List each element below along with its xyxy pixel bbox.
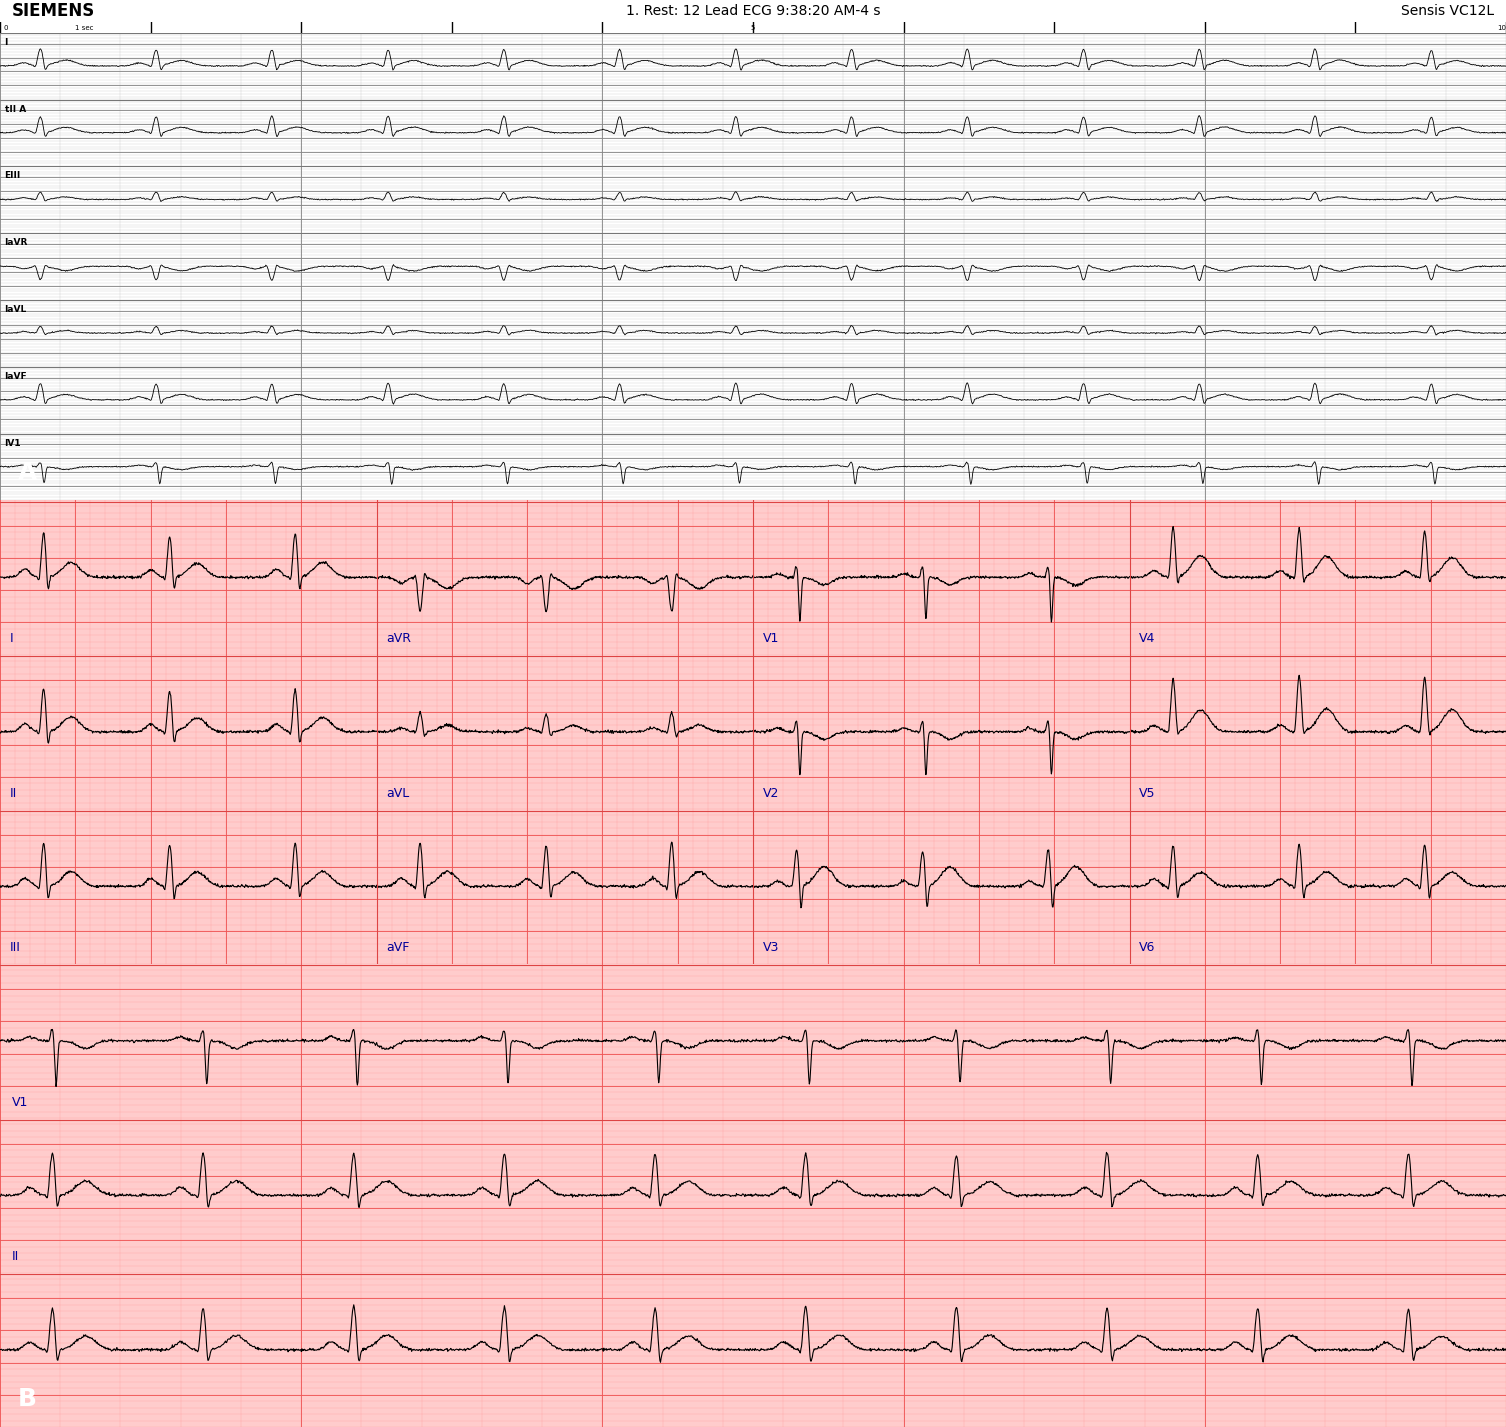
Text: 10: 10 — [1497, 26, 1506, 31]
Text: II: II — [12, 1250, 20, 1263]
Text: 5: 5 — [751, 26, 755, 31]
Text: 0: 0 — [3, 26, 8, 31]
Text: V5: V5 — [1139, 786, 1155, 799]
Text: tII A: tII A — [5, 104, 26, 114]
Text: EIII: EIII — [5, 171, 21, 180]
Text: V1: V1 — [762, 632, 779, 645]
Text: V6: V6 — [1139, 942, 1155, 955]
Text: V2: V2 — [762, 786, 779, 799]
Text: Sensis VC12L: Sensis VC12L — [1401, 4, 1494, 19]
Text: aVF: aVF — [386, 942, 410, 955]
Text: B: B — [18, 1387, 38, 1411]
Text: I: I — [9, 632, 14, 645]
Text: aVR: aVR — [386, 632, 411, 645]
Text: V1: V1 — [12, 1096, 29, 1109]
Text: V3: V3 — [762, 942, 779, 955]
Text: III: III — [9, 942, 20, 955]
Text: aVL: aVL — [386, 786, 410, 799]
Text: 1 sec: 1 sec — [75, 26, 93, 31]
Text: IV1: IV1 — [5, 438, 21, 448]
Text: IaVR: IaVR — [5, 238, 29, 247]
Text: A: A — [18, 461, 38, 485]
Text: SIEMENS: SIEMENS — [12, 1, 95, 20]
Text: IaVL: IaVL — [5, 305, 27, 314]
Text: I: I — [5, 39, 8, 47]
Text: V4: V4 — [1139, 632, 1155, 645]
Text: 1. Rest: 12 Lead ECG 9:38:20 AM-4 s: 1. Rest: 12 Lead ECG 9:38:20 AM-4 s — [626, 4, 880, 19]
Text: IaVF: IaVF — [5, 372, 27, 381]
Text: II: II — [9, 786, 17, 799]
